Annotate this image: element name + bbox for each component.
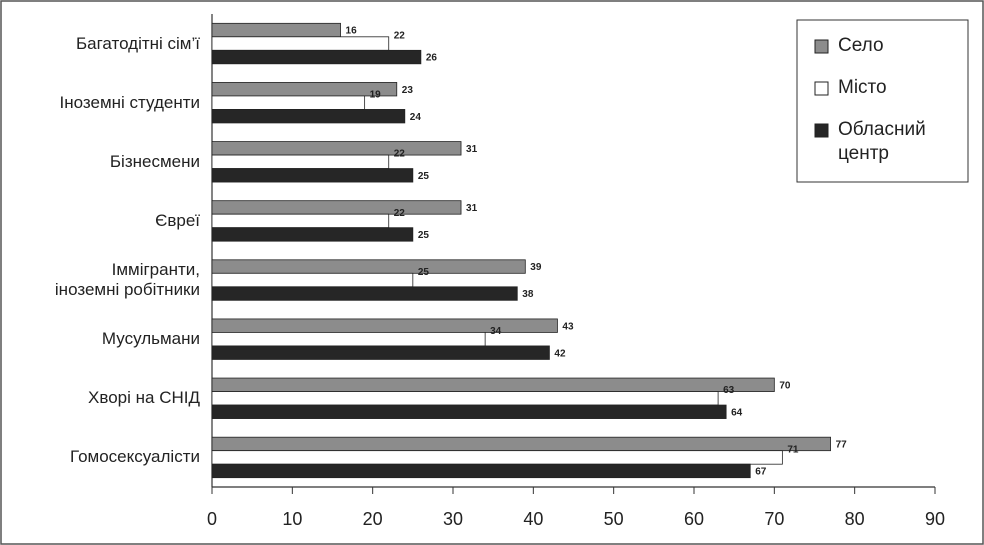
value-label: 67 (755, 467, 767, 478)
bar (211, 22, 341, 38)
legend-swatch (814, 81, 829, 96)
legend-swatch (814, 123, 829, 138)
value-label: 25 (418, 171, 430, 182)
value-label: 31 (466, 144, 478, 155)
bar (211, 286, 518, 301)
value-label: 16 (346, 26, 358, 37)
value-label: 42 (554, 348, 566, 359)
value-label: 77 (836, 440, 848, 451)
bar (211, 227, 414, 242)
x-tick-label: 70 (764, 509, 784, 529)
category-label: Багатодітні сім’ї (75, 33, 200, 53)
bar (211, 95, 366, 110)
category-label: Гомосексуалісти (70, 447, 200, 467)
legend-swatch (814, 39, 829, 54)
bar (211, 154, 390, 169)
bar (211, 332, 486, 347)
value-label: 38 (522, 289, 534, 300)
bar (211, 377, 775, 392)
bar (211, 259, 526, 274)
x-tick-label: 90 (925, 509, 945, 529)
value-label: 19 (370, 90, 382, 101)
bar (211, 168, 414, 183)
value-label: 39 (530, 262, 542, 273)
bar (211, 49, 422, 65)
value-label: 23 (402, 85, 414, 96)
x-tick-label: 80 (845, 509, 865, 529)
value-label: 24 (410, 112, 422, 123)
category-label: Іноземні студенти (59, 92, 200, 112)
bar (211, 404, 727, 419)
x-tick-label: 0 (207, 509, 217, 529)
category-label: Євреї (155, 210, 200, 230)
bar (211, 450, 783, 465)
bar (211, 436, 831, 452)
bar (211, 109, 406, 124)
x-tick-label: 60 (684, 509, 704, 529)
category-label: Мусульмани (101, 329, 200, 349)
x-tick-label: 30 (443, 509, 463, 529)
value-label: 63 (723, 385, 735, 396)
value-label: 70 (779, 380, 791, 391)
value-label: 34 (490, 326, 502, 337)
bar (211, 200, 462, 215)
x-tick-label: 50 (604, 509, 624, 529)
value-label: 25 (418, 230, 430, 241)
bar (211, 36, 390, 51)
bar (211, 345, 550, 360)
bar (211, 463, 751, 479)
x-tick-label: 20 (363, 509, 383, 529)
legend-label: Село (838, 35, 884, 56)
legend-label: Місто (838, 77, 887, 98)
value-label: 43 (562, 321, 574, 332)
bar (211, 213, 390, 229)
value-label: 22 (394, 149, 406, 160)
value-label: 26 (426, 53, 438, 64)
x-tick-label: 40 (523, 509, 543, 529)
value-label: 22 (394, 30, 406, 41)
category-label: Бізнесмени (109, 151, 200, 171)
value-label: 64 (731, 407, 743, 418)
value-label: 31 (466, 203, 478, 214)
legend-label: Обласний центр (838, 119, 926, 164)
bar (211, 318, 558, 333)
bar (211, 141, 462, 156)
value-label: 25 (418, 267, 430, 278)
category-label: Хворі на СНІД (88, 388, 200, 408)
category-label: Іммігранти, іноземні робітники (54, 260, 200, 300)
x-tick-label: 10 (282, 509, 302, 529)
value-label: 22 (394, 208, 406, 219)
value-label: 71 (787, 444, 799, 455)
bar (211, 272, 414, 288)
bar (211, 391, 719, 406)
